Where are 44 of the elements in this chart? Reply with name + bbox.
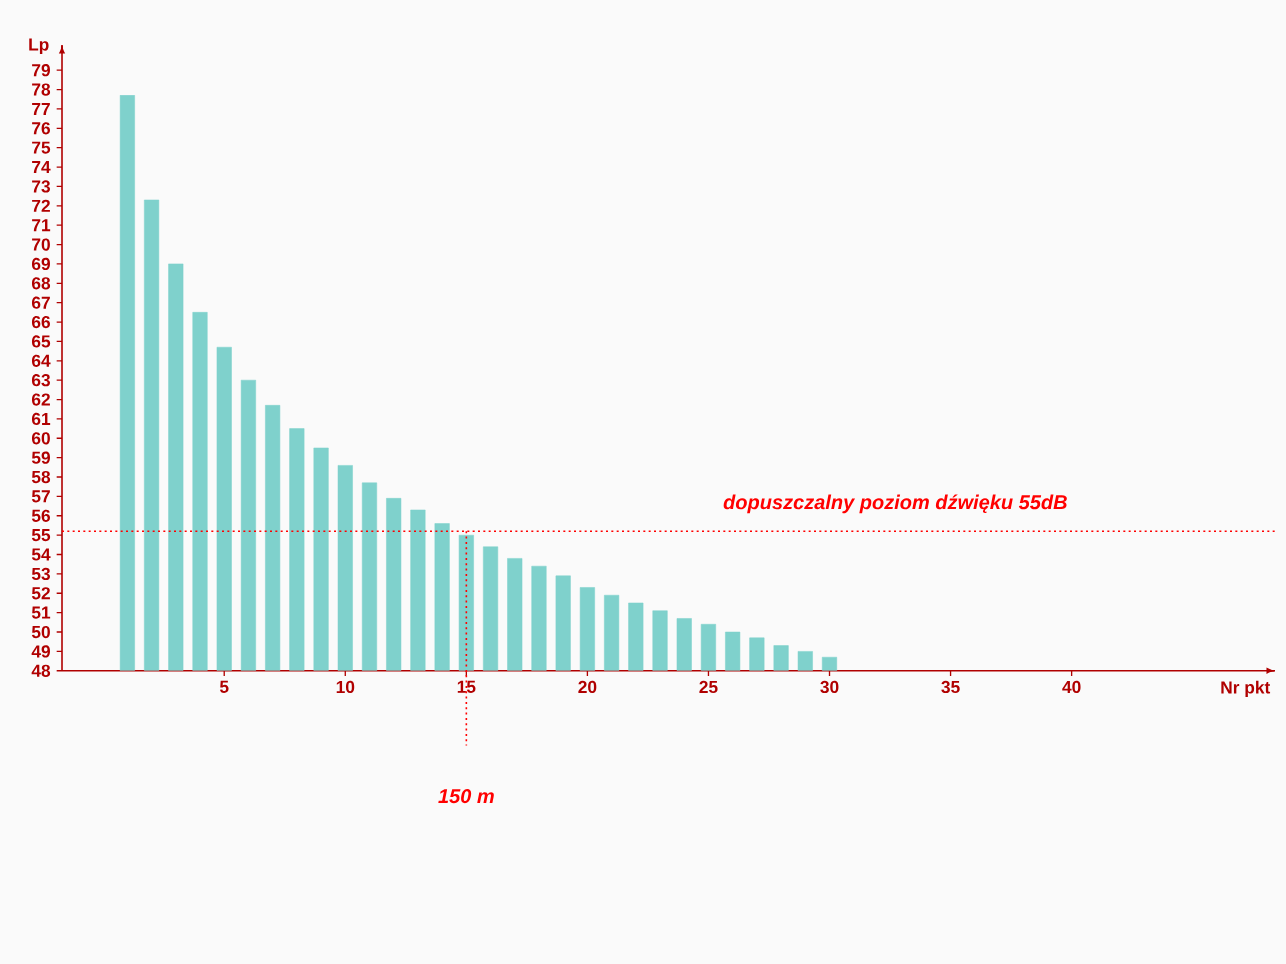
y-tick-label: 56 [31, 509, 50, 522]
x-tick-label: 30 [820, 680, 839, 694]
y-tick-label: 72 [32, 199, 50, 212]
y-tick-label: 64 [31, 354, 51, 367]
y-tick-label: 49 [31, 645, 50, 658]
y-tick-label: 66 [31, 315, 50, 329]
y-tick-label: 74 [32, 161, 51, 174]
x-tick-label: 10 [336, 680, 355, 694]
y-tick-label: 52 [31, 587, 50, 600]
x-tick-label: 40 [1062, 680, 1081, 694]
y-tick-label: 58 [31, 470, 51, 484]
y-tick-label: 50 [31, 625, 50, 639]
y-tick-label: 59 [31, 451, 50, 464]
y-tick-label: 67 [31, 296, 50, 309]
y-tick-label: 57 [31, 490, 50, 503]
x-tick-label: 25 [699, 680, 718, 694]
y-axis-title: Lp [29, 38, 49, 55]
y-tick-label: 63 [31, 374, 50, 387]
y-tick-label: 71 [32, 219, 51, 232]
y-tick-label: 65 [31, 335, 51, 348]
ref-line-label: dopuszczalny poziom dźwięku 55dB [723, 494, 1067, 514]
y-tick-label: 51 [31, 606, 51, 619]
y-tick-label: 55 [31, 529, 51, 542]
x-tick-label: 5 [219, 680, 229, 693]
y-tick-label: 61 [31, 412, 51, 426]
x-tick-label: 35 [941, 680, 960, 694]
y-tick-label: 53 [31, 567, 50, 581]
y-tick-label: 76 [32, 122, 50, 135]
y-tick-label: 68 [31, 277, 51, 290]
ref-line-label: 150 m [438, 789, 494, 804]
y-tick-label: 54 [31, 548, 51, 561]
y-tick-label: 77 [32, 102, 50, 115]
y-tick-label: 69 [31, 257, 50, 271]
y-tick-label: 73 [32, 180, 50, 193]
y-tick-label: 48 [31, 664, 51, 677]
y-tick-label: 62 [31, 393, 50, 406]
y-tick-label: 78 [32, 83, 51, 96]
y-tick-label: 79 [32, 64, 50, 77]
y-tick-label: 75 [32, 141, 51, 154]
y-tick-label: 60 [31, 432, 50, 445]
x-axis-title: Nr pkt [1221, 680, 1271, 697]
x-tick-label: 20 [578, 680, 597, 694]
y-tick-label: 70 [32, 238, 50, 251]
x-tick-label: 15 [457, 680, 476, 693]
